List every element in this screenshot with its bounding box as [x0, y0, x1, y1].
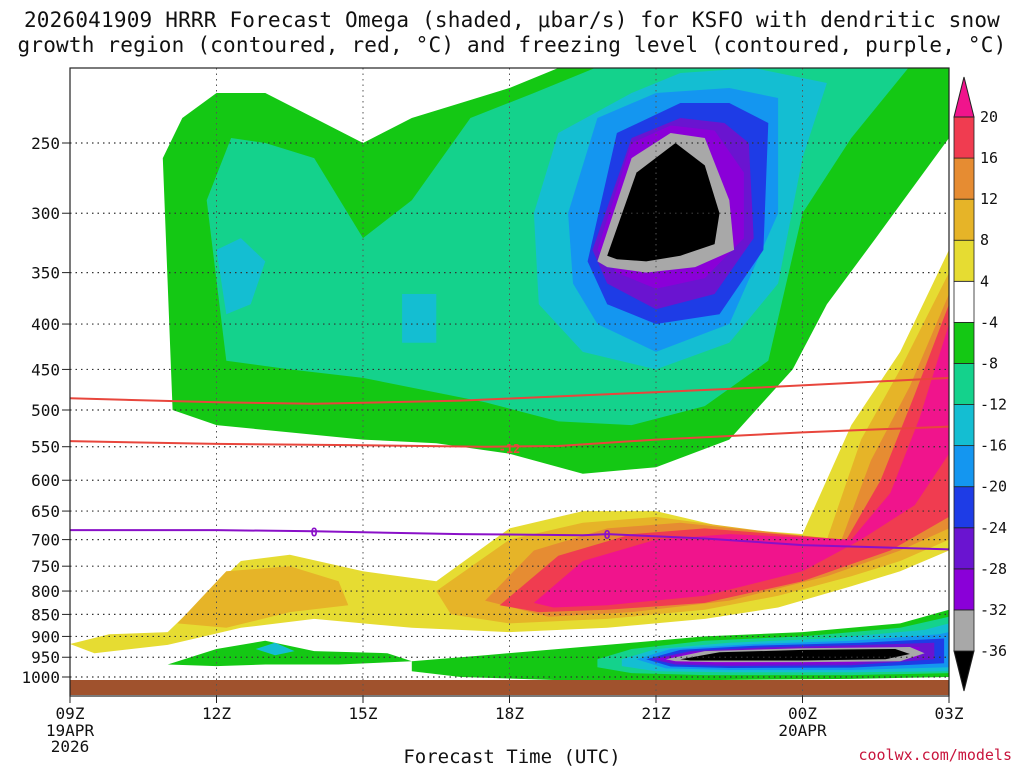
- contour-lines: -12 0 0: [70, 376, 949, 551]
- colorbar-label-4: -20: [980, 478, 1007, 496]
- dendritic-label-0: -12: [499, 442, 521, 456]
- xtick-label-15Z: 15Z: [349, 704, 378, 723]
- colorbar-label-3: -24: [980, 519, 1007, 537]
- colorbar-label-2: -28: [980, 560, 1007, 578]
- ytick-label-800: 800: [31, 582, 60, 601]
- colorbar-box-0: [953, 609, 975, 652]
- colorbar-label-8: -4: [980, 313, 998, 331]
- chart-title-line-2: growth region (contoured, red, °C) and f…: [17, 33, 1007, 57]
- xtick-sublabel-09Z-1: 2026: [51, 737, 90, 756]
- colorbar-box-7: [953, 321, 975, 364]
- omega-region-20: [255, 642, 295, 656]
- chart-title-line-1: 2026041909 HRRR Forecast Omega (shaded, …: [23, 8, 1001, 32]
- colorbar-box-1: [953, 568, 975, 611]
- colorbar-label-9: 4: [980, 272, 989, 290]
- colorbar-box-4: [953, 445, 975, 488]
- xtick-label-18Z: 18Z: [495, 704, 524, 723]
- colorbar-arrow-low: [953, 650, 975, 692]
- colorbar-label-5: -16: [980, 437, 1007, 455]
- source-credit: coolwx.com/models: [858, 746, 1012, 764]
- colorbar-label-0: -36: [980, 642, 1007, 660]
- ytick-label-750: 750: [31, 557, 60, 576]
- omega-region-27: [680, 649, 910, 661]
- ytick-label-300: 300: [31, 204, 60, 223]
- dendritic-contour-0: [70, 425, 949, 448]
- colorbar-box-5: [953, 404, 975, 447]
- colorbar-box-11: [953, 157, 975, 200]
- colorbar-label-11: 12: [980, 190, 998, 208]
- colorbar: -36 -32 -28 -24 -20 -16 -12 -8 -4 4 8 12 16 20: [953, 76, 1007, 692]
- omega-shading: [70, 68, 949, 681]
- ytick-label-900: 900: [31, 627, 60, 646]
- xtick-label-03Z: 03Z: [935, 704, 964, 723]
- omega-region-3: [402, 294, 437, 343]
- freezing-label-2: 0: [311, 525, 318, 539]
- ytick-label-950: 950: [31, 648, 60, 667]
- ytick-label-650: 650: [31, 502, 60, 521]
- colorbar-box-10: [953, 198, 975, 241]
- ytick-label-250: 250: [31, 134, 60, 153]
- colorbar-box-9: [953, 239, 975, 282]
- omega-region-12: [177, 566, 349, 628]
- colorbar-label-13: 20: [980, 108, 998, 126]
- dendritic-contour-1: [70, 376, 949, 405]
- ytick-label-600: 600: [31, 471, 60, 490]
- ytick-label-500: 500: [31, 401, 60, 420]
- colorbar-box-8: [953, 280, 975, 323]
- gridlines: [69, 68, 950, 696]
- x-axis-title: Forecast Time (UTC): [403, 746, 621, 768]
- omega-region-16: [533, 324, 949, 608]
- ytick-label-350: 350: [31, 264, 60, 283]
- ytick-label-700: 700: [31, 531, 60, 550]
- colorbar-box-3: [953, 486, 975, 529]
- colorbar-label-7: -8: [980, 354, 998, 372]
- xtick-label-21Z: 21Z: [642, 704, 671, 723]
- xtick-sublabel-00Z-0: 20APR: [778, 721, 827, 740]
- y-axis-ticks: 250 300 350 400 450 500 550 600 650 700 750 800 850 9…: [21, 134, 70, 687]
- omega-region-17: [167, 640, 412, 667]
- colorbar-box-6: [953, 363, 975, 405]
- xtick-label-09Z: 09Z: [56, 704, 85, 723]
- ytick-label-450: 450: [31, 360, 60, 379]
- xtick-label-12Z: 12Z: [202, 704, 231, 723]
- freezing-contour-2: [70, 529, 949, 551]
- colorbar-label-10: 8: [980, 231, 989, 249]
- xtick-label-00Z: 00Z: [788, 704, 817, 723]
- ytick-label-550: 550: [31, 438, 60, 457]
- colorbar-label-6: -12: [980, 396, 1007, 414]
- ytick-label-1000: 1000: [21, 668, 60, 687]
- omega-region-14: [485, 294, 949, 617]
- ytick-label-850: 850: [31, 605, 60, 624]
- colorbar-box-12: [953, 116, 975, 159]
- omega-region-10: [607, 143, 720, 262]
- ytick-label-400: 400: [31, 315, 60, 334]
- omega-region-2: [216, 238, 266, 315]
- colorbar-label-12: 16: [980, 149, 998, 167]
- ground-strip: [70, 680, 949, 695]
- colorbar-arrow-high: [953, 76, 975, 118]
- xtick-sublabel-09Z-0: 19APR: [46, 721, 95, 740]
- colorbar-box-2: [953, 527, 975, 570]
- colorbar-label-1: -32: [980, 601, 1007, 619]
- freezing_label2-label-3: 0: [604, 528, 611, 542]
